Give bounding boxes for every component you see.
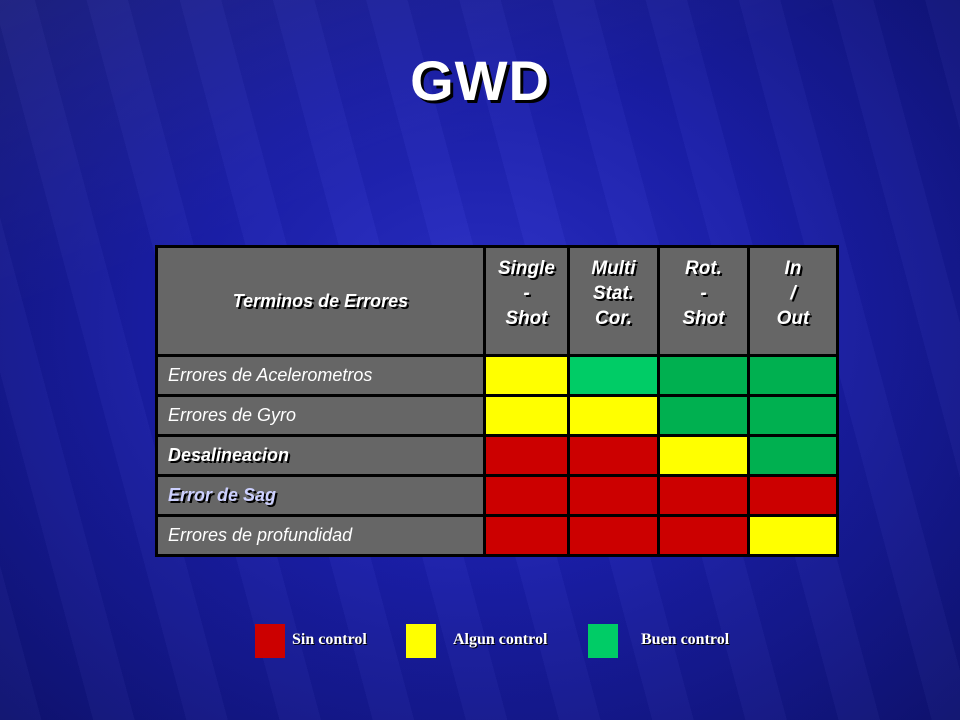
header-line: Rot. (685, 258, 722, 279)
header-line: Stat. (592, 283, 635, 304)
row-label: Errores de Gyro (155, 394, 486, 437)
table-row: Errores de Acelerometros (155, 354, 839, 397)
status-cell (483, 394, 570, 437)
status-cell (567, 474, 660, 517)
legend-label-sin-control: Sin control (292, 631, 367, 648)
header-col-multi-stat: Multi Stat. Cor. (567, 245, 660, 357)
status-cell (567, 354, 660, 397)
legend-swatch-sin-control (255, 624, 285, 658)
table-header-row: Terminos de Errores Single - Shot Multi … (155, 245, 839, 357)
row-label: Errores de profundidad (155, 514, 486, 557)
status-cell (657, 354, 750, 397)
table-row: Error de Sag (155, 474, 839, 517)
header-line: Shot (682, 308, 725, 329)
error-control-table: Terminos de Errores Single - Shot Multi … (155, 245, 839, 557)
status-cell (483, 434, 570, 477)
legend-label-algun-control: Algun control (453, 631, 548, 648)
header-col-single-shot: Single - Shot (483, 245, 570, 357)
status-cell (567, 394, 660, 437)
header-line: Shot (505, 308, 548, 329)
status-cell (567, 434, 660, 477)
legend-swatch-buen-control (588, 624, 618, 658)
page-title: GWD (410, 49, 550, 112)
header-line: Multi (591, 258, 636, 279)
status-cell (747, 394, 839, 437)
header-line: Out (776, 308, 810, 329)
header-line: / (790, 283, 796, 304)
header-line: In (784, 258, 802, 279)
status-cell (657, 394, 750, 437)
status-cell (567, 514, 660, 557)
legend-swatch-algun-control (406, 624, 436, 658)
status-cell (483, 514, 570, 557)
header-col-rot-shot: Rot. - Shot (657, 245, 750, 357)
legend-label-buen-control: Buen control (641, 631, 730, 648)
status-cell (747, 434, 839, 477)
status-cell (657, 514, 750, 557)
legend: Sin control Algun control Buen control (255, 624, 755, 658)
header-line: Cor. (595, 308, 632, 329)
status-cell (747, 354, 839, 397)
row-label: Error de Sag (155, 474, 486, 517)
header-term: Terminos de Errores (155, 245, 486, 357)
table-row: Errores de profundidad (155, 514, 839, 557)
status-cell (657, 434, 750, 477)
header-line: - (523, 283, 530, 304)
status-cell (483, 354, 570, 397)
header-col-in-out: In / Out (747, 245, 839, 357)
status-cell (747, 514, 839, 557)
row-label: Desalineacion (155, 434, 486, 477)
header-line: - (700, 283, 707, 304)
status-cell (657, 474, 750, 517)
status-cell (747, 474, 839, 517)
table-row: Errores de Gyro (155, 394, 839, 437)
row-label: Errores de Acelerometros (155, 354, 486, 397)
table-row: Desalineacion (155, 434, 839, 477)
header-line: Single (497, 258, 555, 279)
status-cell (483, 474, 570, 517)
